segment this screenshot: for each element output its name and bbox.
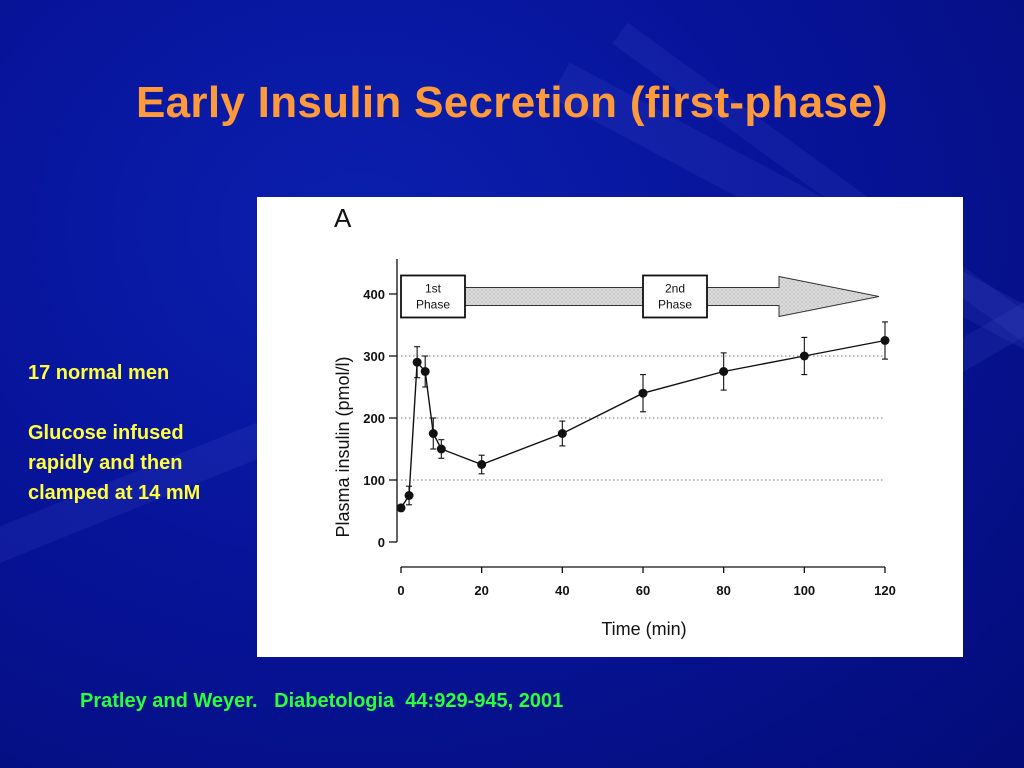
slide-title: Early Insulin Secretion (first-phase) xyxy=(136,78,888,127)
data-point xyxy=(404,491,414,500)
data-point xyxy=(638,388,648,398)
x-tick-label: 40 xyxy=(555,583,569,598)
note-protocol: Glucose infused rapidly and then clamped… xyxy=(28,422,201,504)
data-point xyxy=(420,367,430,376)
y-tick-label: 300 xyxy=(363,349,385,364)
data-point xyxy=(428,429,438,438)
phase-box xyxy=(642,274,708,319)
chart-panel: A 0 100 200 300 400 0 20 40 60 80 100 120 1st Phase 2… xyxy=(257,197,963,657)
phase-label: 1st xyxy=(425,281,442,295)
data-point xyxy=(477,460,487,469)
data-point xyxy=(396,503,406,513)
phase-label: Phase xyxy=(658,297,692,311)
y-axis-label: Plasma insulin (pmol/l) xyxy=(333,356,353,537)
data-point xyxy=(436,444,446,454)
phase-label: Phase xyxy=(416,297,450,311)
y-tick-label: 100 xyxy=(363,473,385,488)
data-point xyxy=(880,336,890,345)
x-tick-label: 80 xyxy=(716,583,730,598)
data-point xyxy=(412,357,422,367)
insulin-chart: A 0 100 200 300 400 0 20 40 60 80 100 120 1st Phase 2… xyxy=(333,203,896,639)
series-line xyxy=(400,339,886,509)
citation: Pratley and Weyer. Diabetologia 44:929-9… xyxy=(80,690,564,712)
data-point xyxy=(799,351,809,361)
note-subjects: 17 normal men xyxy=(28,362,170,384)
x-tick-label: 60 xyxy=(636,583,650,598)
x-tick-label: 0 xyxy=(397,583,404,598)
data-point xyxy=(557,429,567,438)
side-notes: 17 normal men Glucose infused rapidly an… xyxy=(28,358,243,538)
x-axis-label: Time (min) xyxy=(601,619,686,639)
x-tick-label: 120 xyxy=(874,583,896,598)
phase-box xyxy=(400,274,466,319)
panel-label: A xyxy=(334,203,352,233)
x-tick-label: 20 xyxy=(474,583,488,598)
y-tick-label: 200 xyxy=(363,411,385,426)
x-tick-label: 100 xyxy=(793,583,815,598)
y-tick-label: 400 xyxy=(363,287,385,302)
y-tick-label: 0 xyxy=(378,535,385,550)
data-point xyxy=(719,367,729,376)
phase-label: 2nd xyxy=(665,281,685,295)
